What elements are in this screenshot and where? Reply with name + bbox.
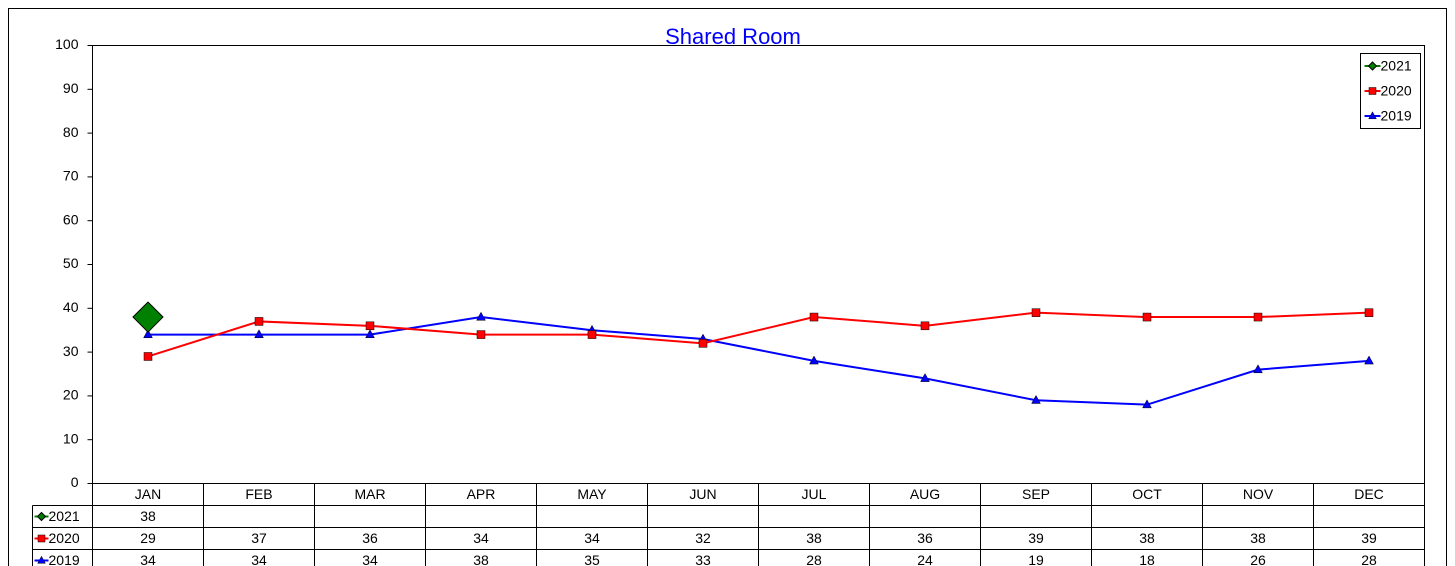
series-line	[147, 311, 1370, 358]
legend-label: 2019	[1381, 108, 1412, 124]
data-point	[143, 329, 153, 339]
data-point	[587, 330, 597, 339]
table-value: 26	[1250, 552, 1266, 566]
table-key-marker	[37, 555, 46, 564]
y-tick-label: 80	[63, 124, 79, 140]
data-point	[920, 373, 930, 382]
series-line	[148, 316, 1370, 406]
x-tick-label: JUL	[802, 486, 827, 502]
table-value: 32	[695, 530, 711, 546]
y-tick-label: 60	[63, 211, 79, 227]
data-point	[365, 329, 375, 339]
x-tick-label: NOV	[1243, 486, 1274, 502]
table-series-label: 2020	[49, 530, 80, 546]
x-tick-label: DEC	[1354, 486, 1384, 502]
data-point	[698, 339, 708, 348]
y-tick-label: 70	[63, 168, 79, 184]
table-value: 38	[140, 508, 156, 524]
x-tick-label: JAN	[135, 486, 161, 502]
legend-label: 2020	[1381, 83, 1412, 99]
legend-marker	[1367, 61, 1378, 71]
table-series-label: 2021	[49, 508, 80, 524]
table-key-marker	[36, 511, 47, 522]
y-tick-label: 100	[55, 36, 79, 52]
table-value: 19	[1028, 552, 1044, 566]
plot-area	[92, 45, 1425, 484]
data-point	[476, 330, 486, 339]
table-value: 35	[584, 552, 600, 566]
table-value: 38	[1139, 530, 1155, 546]
data-point	[476, 311, 486, 321]
x-tick-label: AUG	[910, 486, 940, 502]
table-value: 33	[695, 552, 711, 566]
data-point	[1364, 355, 1374, 365]
data-point	[143, 352, 153, 361]
data-point	[809, 312, 819, 322]
table-value: 34	[584, 530, 600, 546]
table-value: 34	[362, 552, 378, 566]
table-value: 37	[251, 530, 267, 546]
legend-marker	[1368, 111, 1377, 120]
table-series-label: 2019	[49, 552, 80, 566]
table-value: 24	[917, 552, 933, 566]
data-point	[1142, 312, 1152, 322]
data-point	[1031, 308, 1041, 317]
data-point	[132, 301, 164, 333]
y-tick-label: 10	[63, 430, 79, 446]
chart-title: Shared Room	[665, 24, 801, 49]
table-value: 28	[1361, 552, 1377, 566]
legend-marker	[1368, 87, 1377, 95]
table-value: 29	[140, 530, 156, 546]
data-point	[920, 321, 930, 331]
data-point	[1253, 312, 1263, 322]
table-value: 18	[1139, 552, 1155, 566]
table-value: 39	[1361, 530, 1377, 546]
legend-label: 2021	[1381, 58, 1412, 74]
data-point	[254, 329, 264, 339]
x-tick-label: FEB	[245, 486, 272, 502]
table-value: 34	[140, 552, 156, 566]
x-tick-label: MAY	[577, 486, 607, 502]
x-tick-label: JUN	[689, 486, 716, 502]
y-tick-label: 20	[63, 387, 79, 403]
y-tick-label: 0	[71, 474, 79, 490]
x-tick-label: MAR	[354, 486, 385, 502]
y-tick-label: 90	[63, 80, 79, 96]
table-value: 38	[1250, 530, 1266, 546]
x-tick-label: SEP	[1022, 486, 1050, 502]
data-point	[365, 321, 375, 331]
y-tick-label: 40	[63, 299, 79, 315]
table-value: 38	[806, 530, 822, 546]
table-value: 39	[1028, 530, 1044, 546]
table-value: 38	[473, 552, 489, 566]
x-tick-label: OCT	[1132, 486, 1162, 502]
table-value: 28	[806, 552, 822, 566]
x-tick-label: APR	[467, 486, 496, 502]
data-point	[1364, 308, 1374, 317]
data-point	[1031, 394, 1041, 404]
table-value: 36	[917, 530, 933, 546]
table-value: 36	[362, 530, 378, 546]
data-point	[809, 355, 819, 365]
table-key-marker	[37, 534, 46, 543]
table-value: 34	[473, 530, 489, 546]
data-point	[254, 317, 264, 326]
data-point	[1253, 364, 1263, 374]
y-tick-label: 30	[63, 343, 79, 359]
table-value: 34	[251, 552, 267, 566]
y-tick-label: 50	[63, 255, 79, 271]
data-point	[1142, 399, 1152, 409]
